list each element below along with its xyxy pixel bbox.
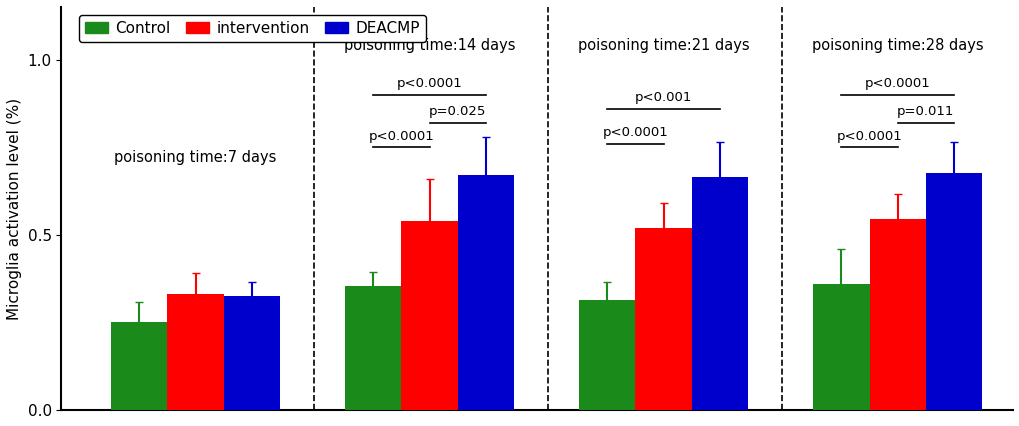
Legend: Control, intervention, DEACMP: Control, intervention, DEACMP	[78, 14, 425, 42]
Text: p<0.001: p<0.001	[634, 92, 692, 104]
Text: poisoning time:28 days: poisoning time:28 days	[811, 38, 982, 53]
Bar	[345, 285, 401, 410]
Text: p<0.0001: p<0.0001	[864, 78, 929, 90]
Bar	[635, 228, 691, 410]
Text: p=0.011: p=0.011	[896, 105, 954, 118]
Text: p<0.0001: p<0.0001	[396, 78, 462, 90]
Text: poisoning time:7 days: poisoning time:7 days	[114, 150, 276, 165]
Bar	[691, 177, 747, 410]
Bar	[401, 221, 458, 410]
Bar	[579, 299, 635, 410]
Bar	[868, 219, 925, 410]
Y-axis label: Microglia activation level (%): Microglia activation level (%)	[7, 98, 22, 320]
Text: p=0.025: p=0.025	[429, 105, 486, 118]
Bar	[812, 284, 868, 410]
Text: p<0.0001: p<0.0001	[602, 127, 667, 139]
Bar	[167, 294, 223, 410]
Text: p<0.0001: p<0.0001	[368, 130, 434, 143]
Text: p<0.0001: p<0.0001	[836, 130, 902, 143]
Bar	[458, 175, 514, 410]
Bar	[223, 296, 279, 410]
Text: poisoning time:21 days: poisoning time:21 days	[577, 38, 749, 53]
Text: poisoning time:14 days: poisoning time:14 days	[343, 38, 515, 53]
Bar	[925, 173, 981, 410]
Bar	[111, 322, 167, 410]
